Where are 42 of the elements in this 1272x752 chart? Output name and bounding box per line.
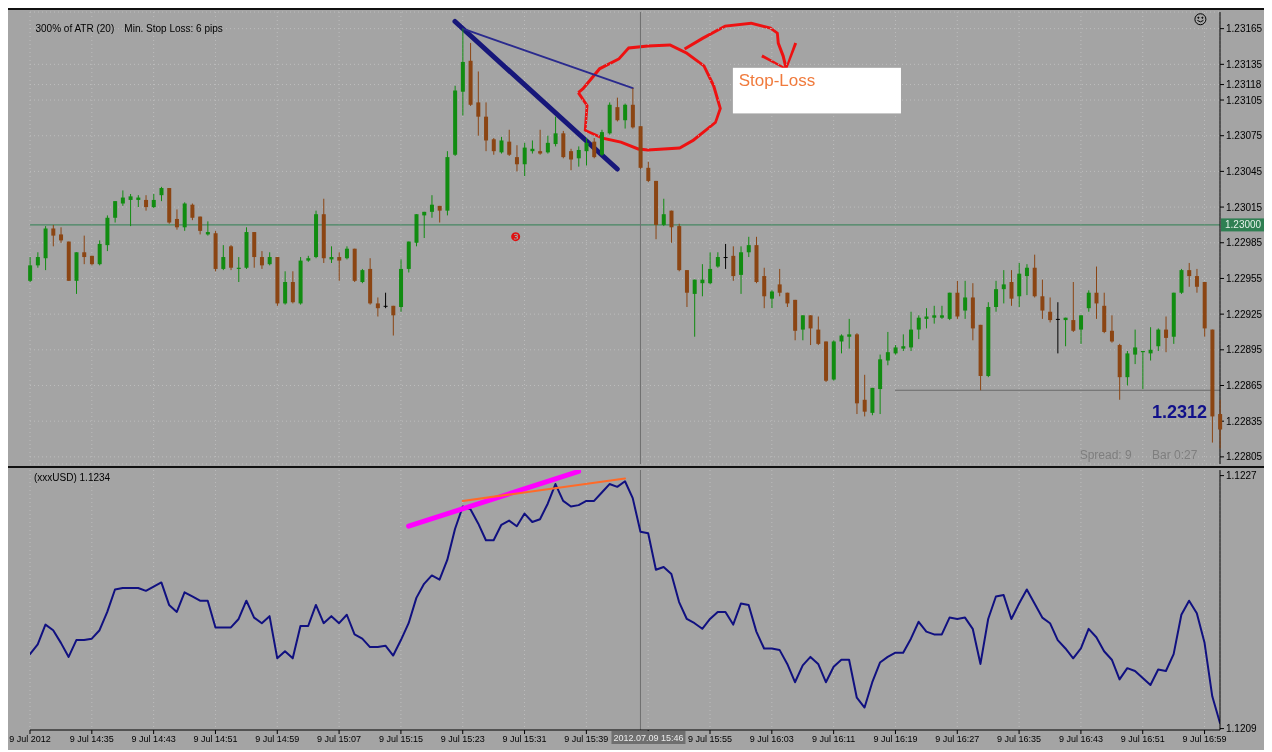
y-tick-label: 1.22985 (1226, 237, 1263, 249)
x-tick-label: 9 Jul 16:27 (935, 734, 980, 745)
x-tick-label: 9 Jul 15:55 (687, 734, 733, 745)
x-tick-label: 9 Jul 16:51 (1120, 734, 1165, 745)
y-tick-label: 1.22805 (1226, 451, 1263, 463)
x-tick-label: 9 Jul 14:51 (193, 734, 238, 745)
y-tick-label: 1.23015 (1226, 201, 1263, 213)
y-tick-label: 1.23075 (1226, 130, 1263, 142)
x-tick-label: 9 Jul 15:07 (317, 734, 362, 745)
annotation: Stop-Loss (738, 70, 816, 90)
y-tick-label: 1.23105 (1226, 94, 1263, 106)
annotation: 300% of ATR (20) (35, 22, 115, 34)
x-tick-label: 9 Jul 14:59 (255, 734, 300, 745)
chart-title: (xxxUSD) 1.1234 (34, 472, 111, 483)
y-tick-label: 1.1209 (1226, 723, 1258, 735)
y-tick-label: 1.22865 (1226, 380, 1263, 392)
x-tick-label: 9 Jul 2012 (9, 734, 51, 745)
annotation: Min. Stop Loss: 6 pips (124, 22, 223, 34)
y-tick-label: 1.23045 (1226, 165, 1263, 177)
y-tick-label: 1.23118 (1226, 79, 1262, 91)
y-tick-label: 1.23135 (1226, 58, 1263, 70)
x-tick-label: 9 Jul 16:35 (997, 734, 1042, 745)
y-tick-label: 1.22895 (1226, 344, 1263, 356)
x-tick-label: 9 Jul 15:31 (502, 734, 547, 745)
x-tick-label: 9 Jul 15:15 (378, 734, 423, 745)
ref-line-label: 1.23000 (1225, 219, 1262, 231)
y-tick-label: 1.1227 (1226, 470, 1258, 482)
y-tick-label: 1.23165 (1226, 23, 1263, 35)
y-tick-label: 1.22925 (1226, 308, 1263, 320)
y-tick-label: 1.22835 (1226, 415, 1263, 427)
x-tick-label: 9 Jul 16:59 (1182, 734, 1227, 745)
x-tick-label: 9 Jul 16:19 (873, 734, 918, 745)
x-tick-label: 9 Jul 14:43 (131, 734, 176, 745)
x-tick-label: 9 Jul 14:35 (69, 734, 114, 745)
annotation: ❸ (510, 229, 521, 244)
x-tick-label: 9 Jul 15:39 (564, 734, 609, 745)
y-tick-label: 1.22955 (1226, 272, 1263, 284)
x-tick-label: 9 Jul 15:23 (440, 734, 485, 745)
annotation: 1.2312 (1152, 402, 1208, 423)
x-tick-label: 9 Jul 16:43 (1058, 734, 1103, 745)
x-tick-label: 9 Jul 16:03 (749, 734, 794, 745)
x-tick-label: 9 Jul 16:11 (811, 734, 856, 745)
